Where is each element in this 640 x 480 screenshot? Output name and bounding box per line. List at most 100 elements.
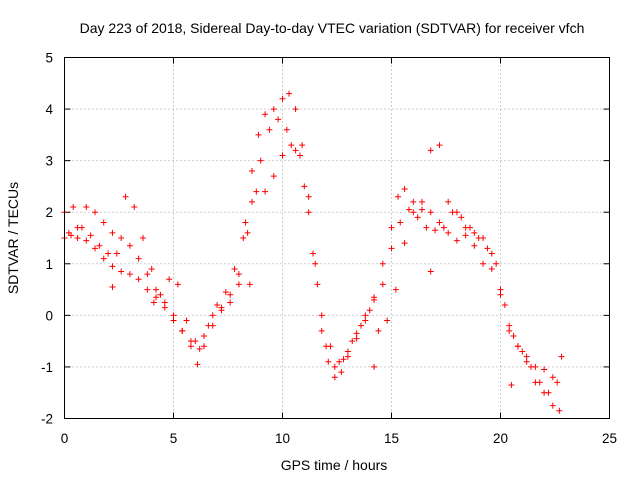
data-point <box>170 317 177 324</box>
plot-frame <box>64 57 610 419</box>
data-point <box>240 235 247 241</box>
data-point <box>340 356 347 363</box>
data-point <box>153 294 160 301</box>
data-point <box>331 363 338 370</box>
data-point <box>497 286 504 293</box>
data-point <box>148 265 155 272</box>
y-tick-label: 3 <box>45 154 53 169</box>
data-point <box>314 281 321 288</box>
data-point <box>305 193 312 200</box>
x-tick-label: 0 <box>61 431 69 446</box>
data-point <box>257 157 264 164</box>
data-point <box>70 204 77 211</box>
data-point <box>379 260 386 267</box>
data-point <box>449 209 456 216</box>
data-point <box>488 265 495 272</box>
data-point <box>349 338 356 345</box>
data-point <box>541 366 548 373</box>
data-point <box>375 327 382 334</box>
data-point <box>139 235 146 241</box>
data-point <box>144 286 151 293</box>
x-tick-label: 15 <box>384 431 399 446</box>
data-point <box>100 255 107 262</box>
x-tick-label: 20 <box>493 431 508 446</box>
data-point <box>166 276 173 283</box>
data-point <box>205 322 212 329</box>
data-point <box>270 173 277 180</box>
data-point <box>462 232 469 239</box>
data-point <box>488 250 495 257</box>
data-point <box>471 242 478 249</box>
data-point <box>135 276 142 283</box>
data-point <box>262 188 269 195</box>
data-point <box>344 353 351 360</box>
outlier-point <box>109 283 116 290</box>
data-point <box>65 229 72 236</box>
data-point <box>235 271 242 278</box>
data-point <box>466 224 473 231</box>
data-point <box>388 224 395 231</box>
data-point <box>122 193 129 200</box>
data-point <box>357 322 364 329</box>
data-point <box>253 188 260 195</box>
data-point <box>92 209 99 216</box>
data-point <box>126 271 133 278</box>
data-point <box>310 250 317 257</box>
data-point <box>83 237 90 244</box>
data-point <box>344 348 351 355</box>
data-point <box>423 224 430 231</box>
data-point <box>296 152 303 159</box>
data-point <box>405 206 412 213</box>
y-tick-label: 0 <box>45 308 53 323</box>
data-point <box>336 358 343 365</box>
data-point <box>113 250 120 257</box>
data-point <box>362 317 369 324</box>
data-point <box>279 95 286 102</box>
x-tick-label: 25 <box>602 431 617 446</box>
data-point <box>318 327 325 334</box>
data-point <box>227 299 234 306</box>
data-point <box>118 235 125 241</box>
outlier-point <box>371 363 378 370</box>
data-point <box>536 379 543 386</box>
data-point <box>554 379 561 386</box>
y-axis-label: SDTVAR / TECUs <box>5 182 21 294</box>
data-point <box>196 345 203 352</box>
data-point <box>144 271 151 278</box>
data-point <box>214 302 221 309</box>
data-point <box>410 209 417 216</box>
x-tick-label: 5 <box>170 431 178 446</box>
data-point <box>318 312 325 319</box>
data-point <box>419 206 426 213</box>
data-point <box>501 302 508 309</box>
data-point <box>401 240 408 247</box>
data-point <box>170 312 177 319</box>
data-point <box>118 268 125 275</box>
axis-ticks <box>64 57 610 419</box>
data-point <box>201 332 208 339</box>
data-point <box>275 116 282 123</box>
data-point <box>397 219 404 226</box>
data-point <box>436 142 443 149</box>
data-point <box>436 219 443 226</box>
y-tick-label: 2 <box>45 205 53 220</box>
outlier-point <box>150 299 157 306</box>
series-track-c <box>65 116 561 396</box>
data-point <box>292 106 299 113</box>
data-point <box>194 361 201 368</box>
data-point <box>480 260 487 267</box>
data-point <box>353 335 360 342</box>
data-point <box>549 374 556 381</box>
data-point <box>410 198 417 205</box>
data-point <box>366 307 373 314</box>
grid-lines <box>64 57 610 419</box>
data-point <box>388 245 395 252</box>
data-point <box>279 152 286 159</box>
data-point <box>109 229 116 236</box>
data-point <box>244 229 251 236</box>
data-point <box>299 142 306 149</box>
data-point <box>248 167 255 174</box>
data-point <box>432 227 439 234</box>
y-tick-label: 5 <box>45 51 53 66</box>
